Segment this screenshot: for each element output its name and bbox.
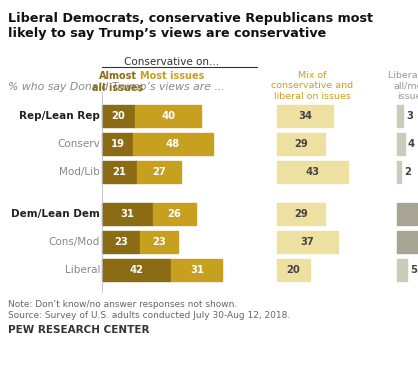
Text: Mod/Lib: Mod/Lib [59, 167, 100, 177]
Text: 5: 5 [410, 265, 417, 275]
Text: 29: 29 [294, 209, 308, 219]
Bar [397, 105, 403, 127]
Bar [102, 105, 135, 127]
Text: 40: 40 [161, 111, 175, 121]
Bar [277, 259, 310, 281]
Bar [140, 231, 178, 253]
Text: Dem/Lean Dem: Dem/Lean Dem [11, 209, 100, 219]
Bar [102, 231, 140, 253]
Text: 43: 43 [306, 167, 319, 177]
Bar [102, 259, 171, 281]
Text: 19: 19 [111, 139, 125, 149]
Text: 3: 3 [406, 111, 413, 121]
Text: % who say Donald Trump’s views are ...: % who say Donald Trump’s views are ... [8, 82, 225, 92]
Text: Conserv: Conserv [57, 139, 100, 149]
Bar [137, 161, 181, 183]
Bar [397, 133, 405, 155]
Text: 23: 23 [114, 237, 128, 247]
Bar [277, 161, 348, 183]
Bar [397, 259, 407, 281]
Text: Rep/Lean Rep: Rep/Lean Rep [19, 111, 100, 121]
Text: 34: 34 [298, 111, 312, 121]
Bar [397, 161, 401, 183]
Text: 2: 2 [404, 167, 411, 177]
Text: 37: 37 [301, 237, 314, 247]
Bar [171, 259, 222, 281]
Text: Cons/Mod: Cons/Mod [49, 237, 100, 247]
Text: Almost
all issues: Almost all issues [92, 71, 144, 93]
Bar [277, 203, 325, 225]
Text: 31: 31 [190, 265, 204, 275]
Text: 31: 31 [120, 209, 135, 219]
Bar [277, 133, 325, 155]
Text: 4: 4 [408, 139, 415, 149]
Text: Conservative on...: Conservative on... [125, 57, 219, 67]
Text: 42: 42 [130, 265, 144, 275]
Bar [397, 203, 417, 225]
Text: 20: 20 [112, 111, 125, 121]
Bar [102, 133, 133, 155]
Text: 29: 29 [294, 139, 308, 149]
Bar [102, 161, 137, 183]
Text: 48: 48 [166, 139, 180, 149]
Text: Note: Don’t know/no answer responses not shown.
Source: Survey of U.S. adults co: Note: Don’t know/no answer responses not… [8, 300, 290, 320]
Text: PEW RESEARCH CENTER: PEW RESEARCH CENTER [8, 325, 150, 335]
Bar [277, 105, 333, 127]
Bar [102, 203, 153, 225]
Bar [135, 105, 201, 127]
Text: 23: 23 [152, 237, 166, 247]
Bar [277, 231, 338, 253]
Bar [397, 231, 418, 253]
Text: Most issues: Most issues [140, 71, 204, 81]
Bar [153, 203, 196, 225]
Bar [133, 133, 212, 155]
Text: 20: 20 [287, 265, 301, 275]
Text: Mix of
conservative and
liberal on issues: Mix of conservative and liberal on issue… [271, 71, 353, 101]
Text: 21: 21 [112, 167, 126, 177]
Text: 26: 26 [168, 209, 181, 219]
Text: Liberal: Liberal [64, 265, 100, 275]
Text: Liberal Democrats, conservative Republicans most
likely to say Trump’s views are: Liberal Democrats, conservative Republic… [8, 12, 373, 41]
Text: 27: 27 [152, 167, 166, 177]
Text: Liberal on
all/most
issues: Liberal on all/most issues [388, 71, 418, 101]
